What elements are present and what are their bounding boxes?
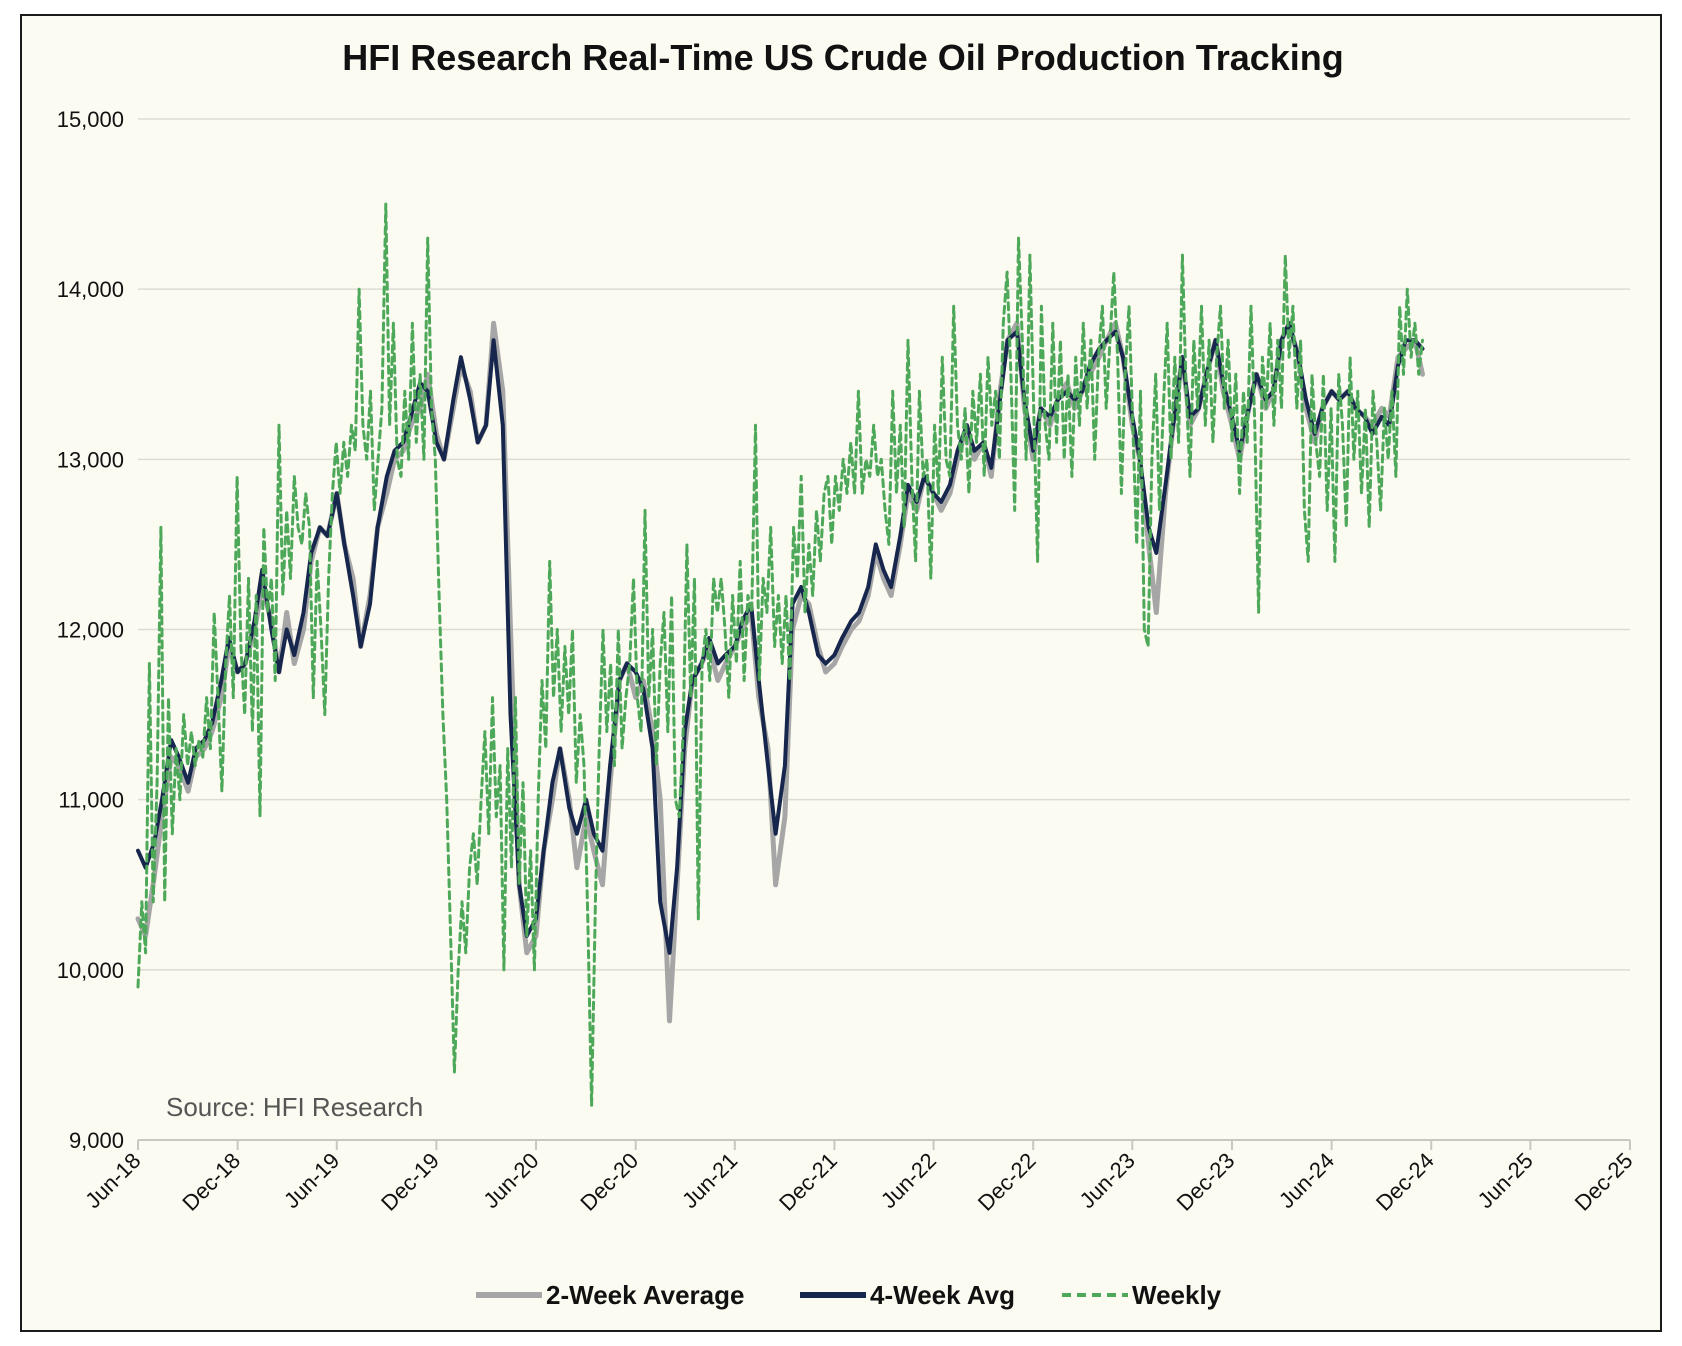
y-tick-label: 13,000 [57, 447, 124, 472]
legend: 2-Week Average 4-Week Avg Weekly [476, 1280, 1222, 1310]
x-tick-label: Dec-20 [575, 1148, 643, 1216]
x-tick-label: Dec-24 [1371, 1148, 1439, 1216]
series-2-week-average [135, 320, 1425, 1024]
x-tick-label: Jun-21 [677, 1148, 742, 1213]
x-tick-label: Jun-20 [478, 1148, 543, 1213]
chart-frame [20, 14, 1662, 1332]
x-tick-label: Jun-22 [876, 1148, 941, 1213]
legend-label-2-week-average: 2-Week Average [546, 1280, 744, 1310]
x-tick-label: Jun-24 [1274, 1148, 1339, 1213]
x-tick-label: Jun-18 [80, 1148, 145, 1213]
x-tick-label: Jun-25 [1473, 1148, 1538, 1213]
chart-title: HFI Research Real-Time US Crude Oil Prod… [342, 37, 1344, 78]
y-axis: 9,000 10,000 11,000 12,000 13,000 14,000 15,00… [57, 107, 124, 1153]
y-tick-label: 9,000 [69, 1128, 124, 1153]
x-tick-label: Jun-19 [279, 1148, 344, 1213]
y-tick-label: 14,000 [57, 277, 124, 302]
legend-label-weekly: Weekly [1132, 1280, 1222, 1310]
gridlines [138, 118, 1630, 971]
x-tick-label: Jun-23 [1075, 1148, 1140, 1213]
x-tick-label: Dec-19 [376, 1148, 444, 1216]
x-tick-label: Dec-21 [774, 1148, 842, 1216]
x-tick-label: Dec-18 [177, 1148, 245, 1216]
x-axis: Jun-18 Dec-18 Jun-19 Dec-19 Jun-20 Dec-20 Jun-… [80, 1139, 1638, 1216]
series-4-week-avg [136, 321, 1425, 955]
y-tick-label: 10,000 [57, 958, 124, 983]
y-tick-label: 12,000 [57, 618, 124, 643]
x-tick-label: Dec-23 [1172, 1148, 1240, 1216]
source-note: Source: HFI Research [166, 1092, 423, 1122]
x-tick-label: Dec-22 [973, 1148, 1041, 1216]
legend-label-4-week-avg: 4-Week Avg [870, 1280, 1015, 1310]
x-tick-label: Dec-25 [1570, 1148, 1638, 1216]
y-tick-label: 11,000 [58, 788, 124, 813]
series-weekly [136, 202, 1424, 1108]
series-layer [135, 202, 1425, 1108]
y-tick-label: 15,000 [57, 107, 124, 132]
